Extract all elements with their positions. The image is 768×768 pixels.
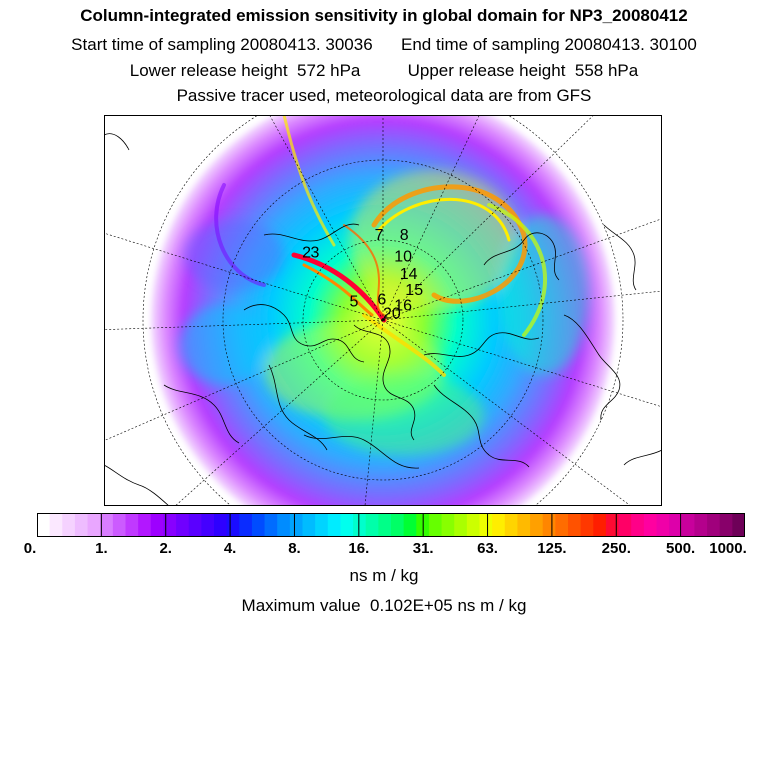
color-swatch xyxy=(163,513,177,537)
marker-label: 20 xyxy=(383,305,401,322)
end-time-label: End time of sampling 20080413. 30100 xyxy=(401,35,697,54)
color-swatch xyxy=(289,513,303,537)
color-scale-tick-label: 31. xyxy=(412,540,434,557)
color-swatch xyxy=(618,513,632,537)
color-swatch xyxy=(138,513,152,537)
color-swatch xyxy=(74,513,89,537)
color-scale-tick-label: 500. xyxy=(666,540,696,557)
color-swatch xyxy=(277,513,291,537)
map-frame xyxy=(104,115,662,506)
color-swatch xyxy=(188,513,202,537)
marker-label: 5 xyxy=(350,294,359,311)
lower-release-label: Lower release height 572 hPa xyxy=(129,61,361,80)
color-swatch xyxy=(353,513,367,537)
color-swatch xyxy=(631,513,645,537)
color-swatch xyxy=(125,513,139,537)
high-sensitivity-bands xyxy=(214,115,548,377)
color-swatch xyxy=(365,513,379,537)
color-scale-tick-label: 1000. xyxy=(709,540,747,557)
marker-label: 8 xyxy=(400,227,409,244)
color-scale-tick-label: 0. xyxy=(23,540,37,557)
color-swatch xyxy=(251,513,266,537)
color-swatch xyxy=(214,513,228,537)
color-scale-tick-label: 4. xyxy=(223,540,237,557)
color-scale-tick-label: 250. xyxy=(601,540,631,557)
marker-label: 7 xyxy=(375,227,384,244)
color-swatch xyxy=(669,513,683,537)
color-swatch xyxy=(264,513,278,537)
color-swatch xyxy=(656,513,670,537)
marker-label: 16 xyxy=(394,298,412,315)
color-scale-bar xyxy=(37,513,745,537)
color-swatch xyxy=(403,513,417,537)
color-swatch xyxy=(100,513,114,537)
color-scale-tick-label: 63. xyxy=(477,540,498,557)
color-swatch xyxy=(707,513,721,537)
color-swatch xyxy=(62,513,76,537)
color-swatch xyxy=(593,513,607,537)
color-swatch xyxy=(568,513,582,537)
marker-label: 14 xyxy=(400,266,418,283)
color-swatch xyxy=(176,513,190,537)
color-swatch xyxy=(517,513,531,537)
start-time-label: Start time of sampling 20080413. 30036 xyxy=(71,35,373,54)
color-swatch xyxy=(428,513,443,537)
color-swatch xyxy=(694,513,708,537)
color-swatch xyxy=(555,513,569,537)
color-swatch xyxy=(239,513,253,537)
color-swatch xyxy=(37,513,51,537)
color-swatch xyxy=(732,513,745,537)
map-title: Column-integrated emission sensitivity i… xyxy=(80,6,688,25)
color-swatch xyxy=(87,513,101,537)
color-swatch xyxy=(112,513,126,537)
color-swatch xyxy=(681,513,695,537)
color-scale-tick-label: 8. xyxy=(288,540,301,557)
release-heights: Lower release height 572 hPa Upper relea… xyxy=(0,61,768,81)
color-swatch xyxy=(226,513,240,537)
maximum-value-label: Maximum value 0.102E+05 ns m / kg xyxy=(241,596,527,615)
color-swatch xyxy=(580,513,594,537)
color-swatch xyxy=(150,513,164,537)
color-scale-tick-label: 125. xyxy=(537,540,567,557)
color-swatch xyxy=(327,513,341,537)
color-swatch xyxy=(454,513,468,537)
color-swatch xyxy=(340,513,354,537)
marker-label: 10 xyxy=(394,249,412,266)
color-swatch xyxy=(49,513,63,537)
color-scale-tick-label: 1. xyxy=(95,540,108,557)
color-swatch xyxy=(479,513,493,537)
color-swatch xyxy=(378,513,392,537)
color-swatch xyxy=(643,513,657,537)
marker-label: 15 xyxy=(405,282,423,299)
color-swatch xyxy=(504,513,518,537)
color-scale-tick-label: 2. xyxy=(159,540,172,557)
color-swatch xyxy=(315,513,329,537)
color-swatch xyxy=(492,513,506,537)
color-swatch xyxy=(466,513,480,537)
units-label: ns m / kg xyxy=(349,566,419,585)
color-swatch xyxy=(302,513,316,537)
graticule xyxy=(104,115,662,506)
color-swatch xyxy=(542,513,556,537)
color-swatch xyxy=(719,513,733,537)
marker-label: 6 xyxy=(377,292,386,309)
tracer-note: Passive tracer used, meteorological data… xyxy=(176,86,592,105)
color-scale-tick-label: 16. xyxy=(348,540,370,557)
color-swatch xyxy=(391,513,405,537)
sampling-times: Start time of sampling 20080413. 30036 E… xyxy=(0,35,768,55)
upper-release-label: Upper release height 558 hPa xyxy=(407,61,639,80)
color-scale-frame xyxy=(37,513,745,537)
color-swatch xyxy=(530,513,544,537)
color-swatch xyxy=(441,513,455,537)
marker-label: 2 xyxy=(302,245,311,262)
color-swatch xyxy=(201,513,215,537)
marker-label: 3 xyxy=(311,245,320,262)
color-swatch xyxy=(605,513,620,537)
